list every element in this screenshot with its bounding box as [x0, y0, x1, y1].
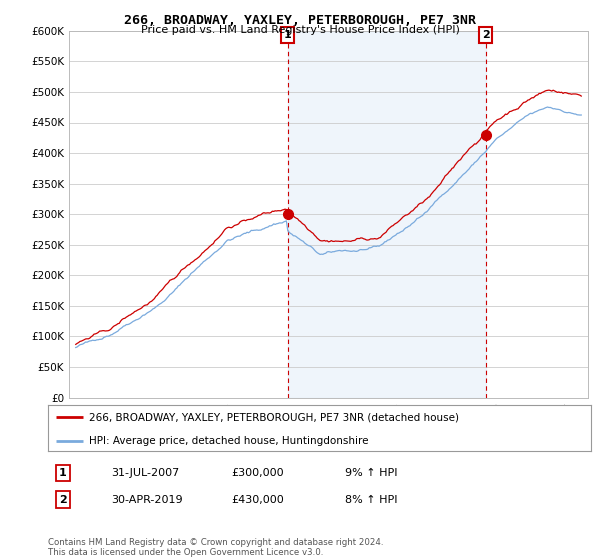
Text: HPI: Average price, detached house, Huntingdonshire: HPI: Average price, detached house, Hunt…: [89, 436, 368, 446]
Text: 2: 2: [482, 30, 490, 40]
Text: 1: 1: [284, 30, 292, 40]
Text: Contains HM Land Registry data © Crown copyright and database right 2024.
This d: Contains HM Land Registry data © Crown c…: [48, 538, 383, 557]
Text: Price paid vs. HM Land Registry's House Price Index (HPI): Price paid vs. HM Land Registry's House …: [140, 25, 460, 35]
Bar: [288, 31, 486, 398]
Text: 8% ↑ HPI: 8% ↑ HPI: [345, 494, 398, 505]
Text: 2: 2: [59, 494, 67, 505]
Text: 31-JUL-2007: 31-JUL-2007: [111, 468, 179, 478]
Text: 266, BROADWAY, YAXLEY, PETERBOROUGH, PE7 3NR: 266, BROADWAY, YAXLEY, PETERBOROUGH, PE7…: [124, 14, 476, 27]
Text: 266, BROADWAY, YAXLEY, PETERBOROUGH, PE7 3NR (detached house): 266, BROADWAY, YAXLEY, PETERBOROUGH, PE7…: [89, 412, 459, 422]
Text: £430,000: £430,000: [231, 494, 284, 505]
Text: £300,000: £300,000: [231, 468, 284, 478]
Text: 1: 1: [59, 468, 67, 478]
Text: 9% ↑ HPI: 9% ↑ HPI: [345, 468, 398, 478]
Text: 30-APR-2019: 30-APR-2019: [111, 494, 182, 505]
